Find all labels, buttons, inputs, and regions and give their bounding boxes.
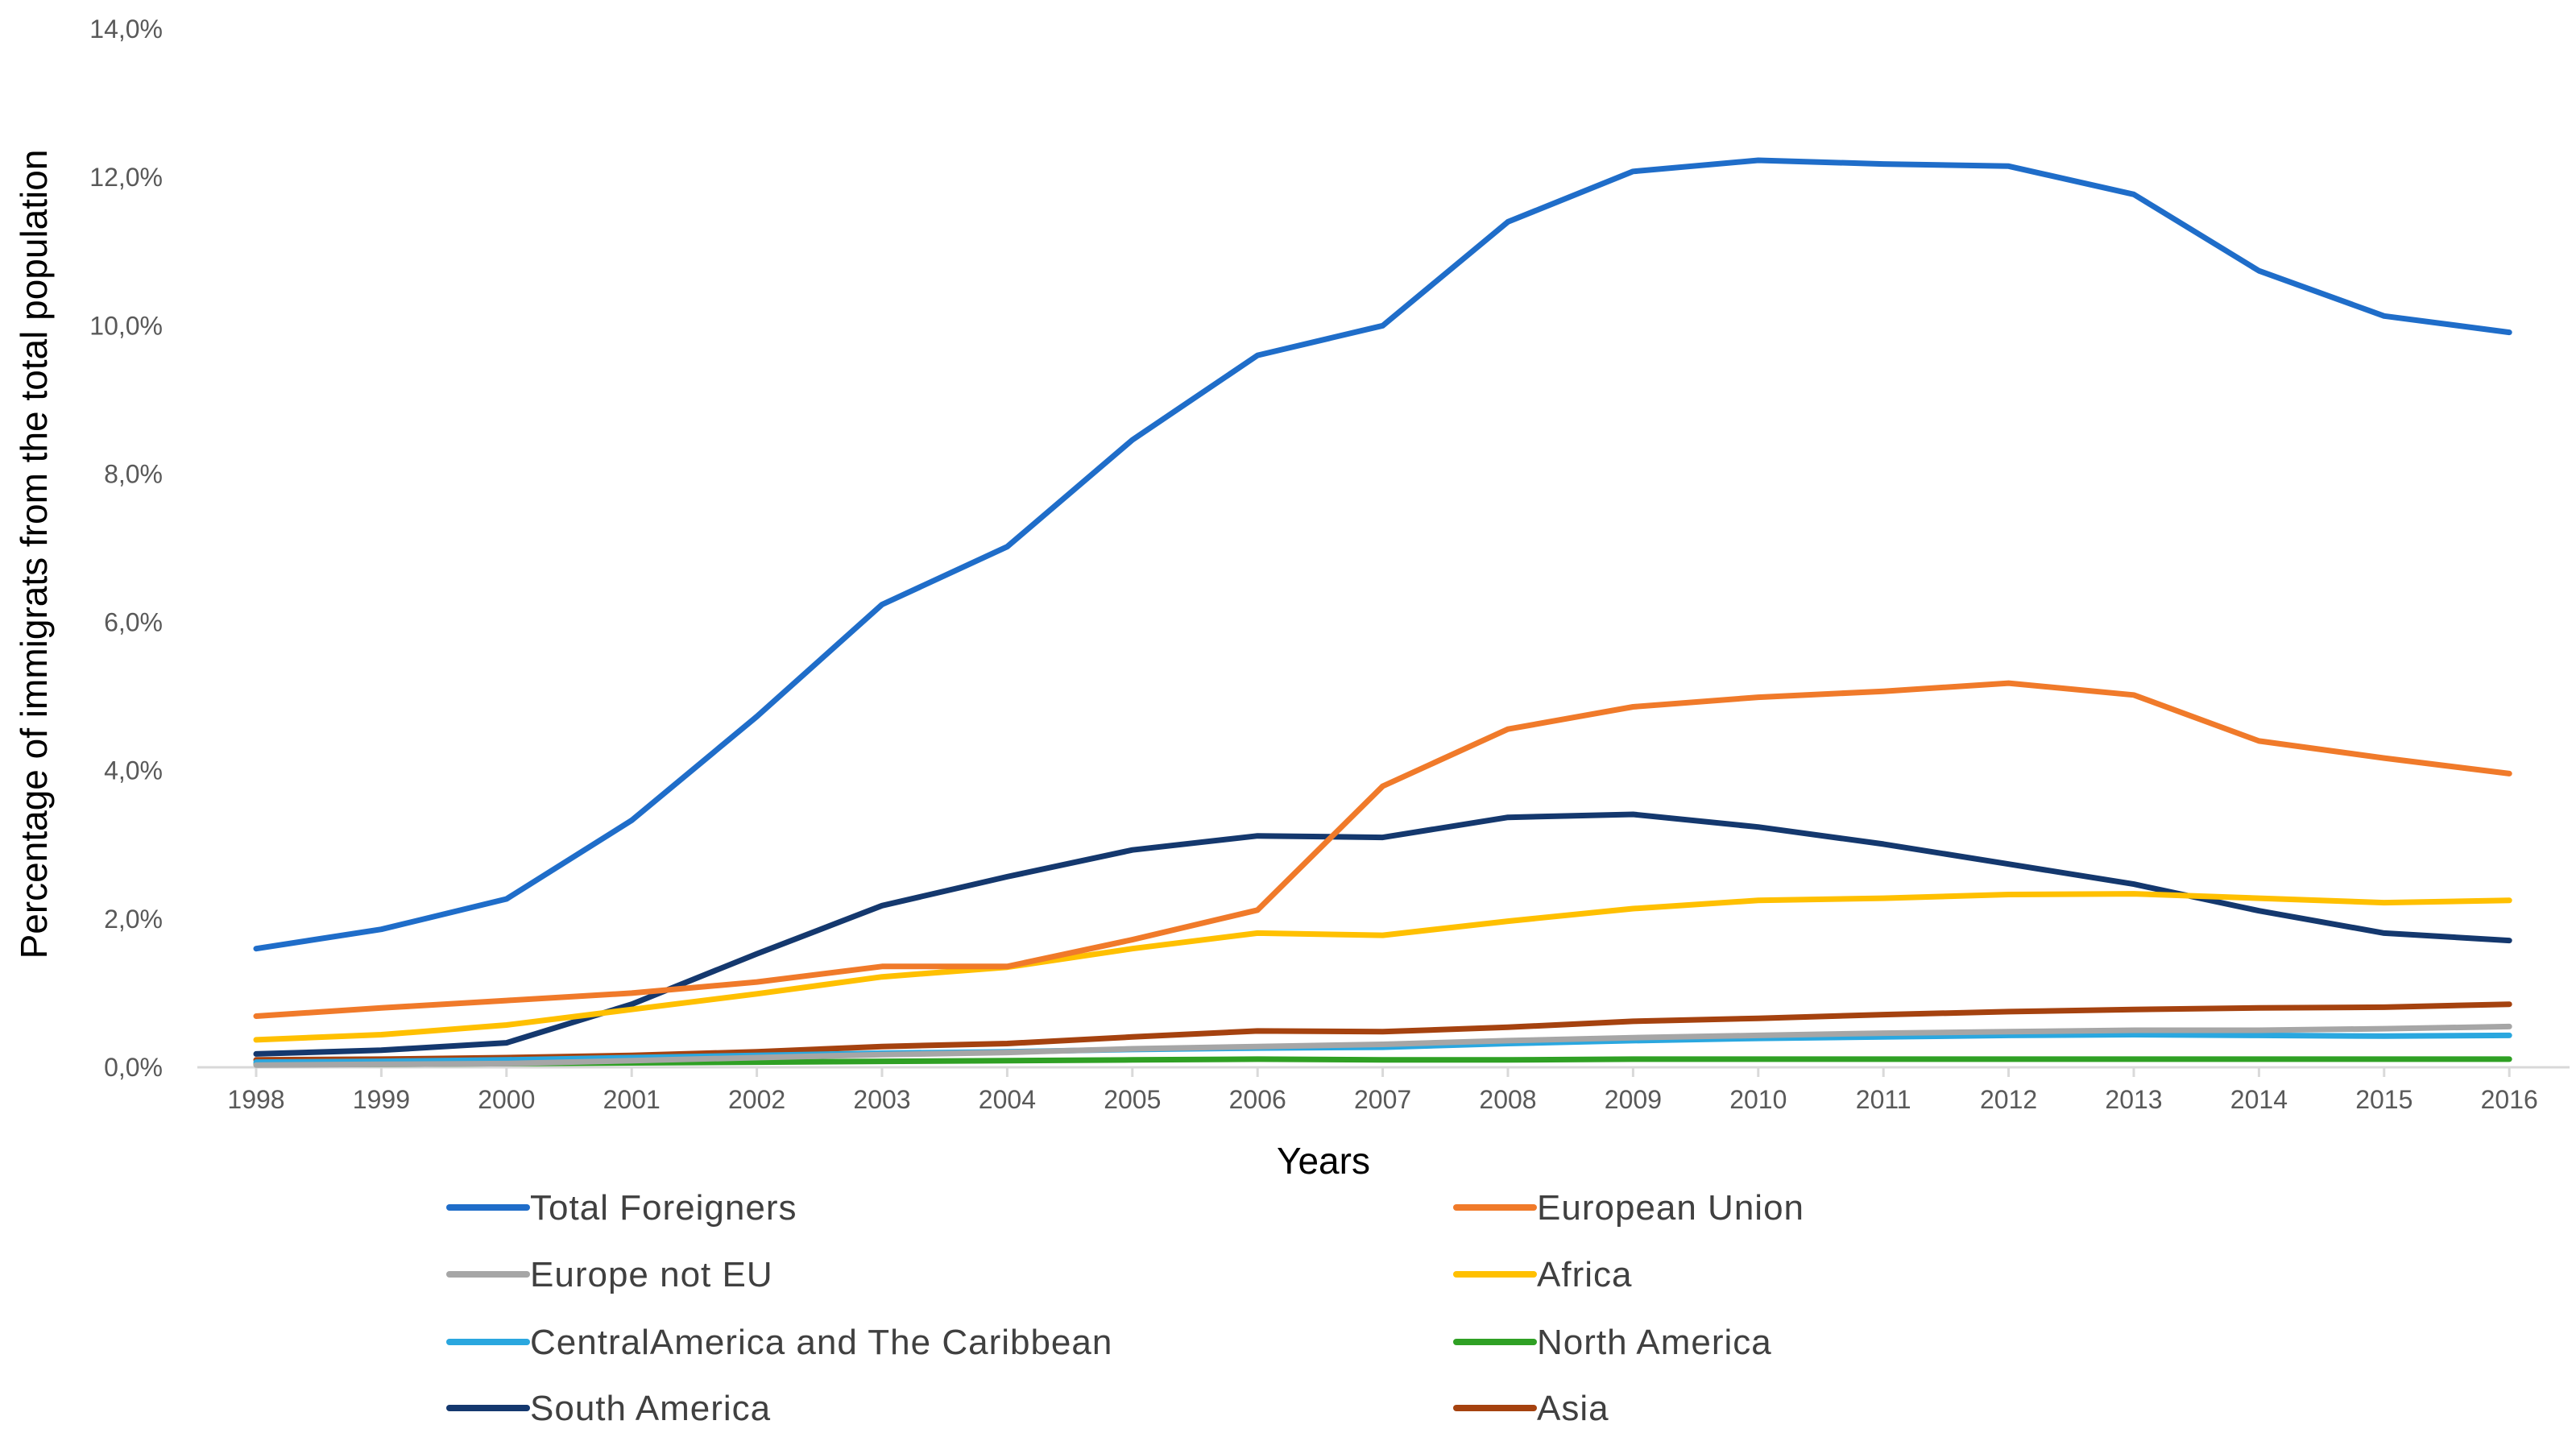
series-lines (253, 157, 2512, 1068)
x-axis-ticks: 1998 1999 2000 2001 2002 2003 2004 2005 2006 2007… (227, 1067, 2538, 1114)
legend-item-european-union: European Union (1453, 1188, 1804, 1228)
x-tick-label: 2010 (1729, 1085, 1787, 1114)
x-tick-label: 2001 (603, 1085, 661, 1114)
series-line-south-america (253, 811, 2512, 1057)
x-tick-label: 2003 (853, 1085, 910, 1114)
series-line-total-foreigners (253, 157, 2512, 952)
legend-label: South America (530, 1389, 771, 1428)
x-tick-label: 2012 (1980, 1085, 2037, 1114)
legend-item-africa: Africa (1453, 1255, 1632, 1294)
x-tick-label: 2016 (2481, 1085, 2538, 1114)
legend: Total Foreigners European Union Europe not… (446, 1188, 1804, 1428)
legend-item-north-america: North America (1453, 1323, 1772, 1362)
series-line-european-union (253, 680, 2512, 1019)
y-tick-label: 0,0% (104, 1053, 163, 1082)
x-tick-label: 1999 (353, 1085, 410, 1114)
x-tick-label: 2005 (1104, 1085, 1161, 1114)
x-tick-label: 2006 (1229, 1085, 1286, 1114)
legend-label: Total Foreigners (530, 1188, 797, 1228)
legend-label: CentralAmerica and The Caribbean (530, 1323, 1112, 1362)
legend-label: North America (1537, 1323, 1772, 1362)
y-tick-label: 4,0% (104, 756, 163, 785)
y-axis-title: Percentage of immigrats from the total p… (13, 150, 55, 959)
legend-item-south-america: South America (446, 1389, 771, 1428)
x-tick-label: 2014 (2230, 1085, 2288, 1114)
x-axis-title: Years (1277, 1140, 1370, 1182)
series-line-africa (253, 891, 2512, 1043)
x-tick-label: 2004 (979, 1085, 1036, 1114)
x-tick-label: 2002 (728, 1085, 785, 1114)
y-tick-label: 10,0% (89, 311, 163, 340)
y-axis-ticks: 0,0% 2,0% 4,0% 6,0% 8,0% 10,0% 12,0% 14,0% (89, 14, 163, 1082)
y-tick-label: 8,0% (104, 459, 163, 488)
legend-item-total-foreigners: Total Foreigners (446, 1188, 797, 1228)
x-tick-label: 1998 (227, 1085, 284, 1114)
y-tick-label: 12,0% (89, 163, 163, 192)
x-tick-label: 2011 (1856, 1085, 1911, 1114)
legend-label: Asia (1537, 1389, 1609, 1428)
legend-item-centralamerica-and-the-caribbean: CentralAmerica and The Caribbean (446, 1323, 1112, 1362)
legend-item-asia: Asia (1453, 1389, 1609, 1428)
y-tick-label: 6,0% (104, 608, 163, 637)
series-line-europe-not-eu (253, 1023, 2512, 1068)
legend-label: Europe not EU (530, 1255, 773, 1294)
legend-label: European Union (1537, 1188, 1804, 1228)
series-line-centralamerica-and-the-caribbean (253, 1032, 2512, 1066)
legend-item-europe-not-eu: Europe not EU (446, 1255, 773, 1294)
legend-label: Africa (1537, 1255, 1632, 1294)
y-tick-label: 2,0% (104, 905, 163, 934)
y-tick-label: 14,0% (89, 14, 163, 43)
x-tick-label: 2007 (1354, 1085, 1411, 1114)
x-tick-label: 2008 (1479, 1085, 1536, 1114)
x-tick-label: 2000 (478, 1085, 535, 1114)
x-tick-label: 2009 (1605, 1085, 1662, 1114)
x-tick-label: 2015 (2355, 1085, 2412, 1114)
x-tick-label: 2013 (2105, 1085, 2162, 1114)
